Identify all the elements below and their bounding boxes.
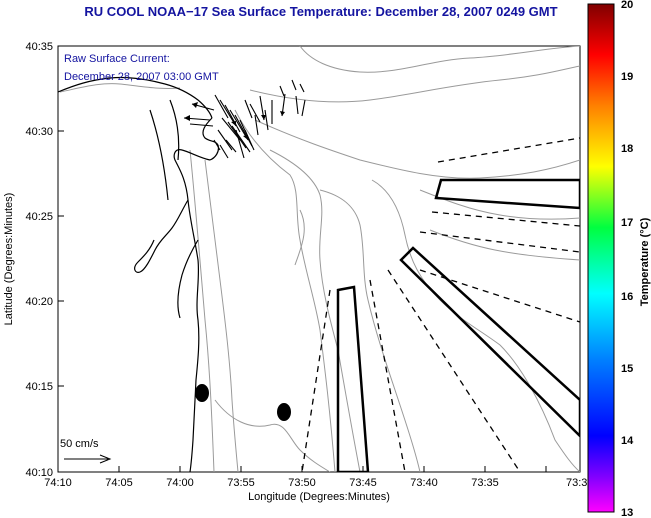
colorbar-tick-label: 20 <box>621 0 633 11</box>
y-tick-label: 40:30 <box>25 126 53 138</box>
x-tick-label: 73:50 <box>288 477 316 489</box>
buoy-marker-east <box>277 403 291 421</box>
colorbar-ticks: 20 19 18 17 16 15 14 13 <box>621 0 634 518</box>
x-tick-label: 74:10 <box>44 477 72 489</box>
y-tick-label: 40:15 <box>25 381 53 393</box>
x-tick-label: 73:40 <box>410 477 438 489</box>
coastline <box>58 76 220 472</box>
colorbar-tick-label: 19 <box>621 71 633 83</box>
scale-arrowhead-icon <box>99 454 112 464</box>
current-label: Raw Surface Current: <box>64 53 170 65</box>
colorbar-tick-label: 13 <box>621 507 633 518</box>
x-tick-label: 73:45 <box>349 477 377 489</box>
buoy-marker-west <box>195 384 209 402</box>
x-axis-label: Longitude (Degrees:Minutes) <box>248 491 390 503</box>
colorbar-tick-label: 15 <box>621 363 633 375</box>
scale-label: 50 cm/s <box>60 438 99 450</box>
x-tick-label: 74:00 <box>166 477 194 489</box>
bathymetry-contours <box>59 46 580 472</box>
x-tick-label: 74:05 <box>105 477 133 489</box>
map-title: RU COOL NOAA−17 Sea Surface Temperature:… <box>84 4 558 19</box>
vector-arrowheads <box>184 102 285 140</box>
colorbar-label: Temperature (°C) <box>639 217 651 306</box>
colorbar-tick-label: 14 <box>621 435 634 447</box>
colorbar-tick-label: 17 <box>621 217 633 229</box>
y-tick-label: 40:20 <box>25 296 53 308</box>
colorbar <box>587 3 615 513</box>
colorbar-tick-label: 18 <box>621 143 633 155</box>
colorbar-tick-label: 16 <box>621 291 633 303</box>
x-axis: 74:10 74:05 74:00 73:55 73:50 73:45 73:4… <box>44 466 587 489</box>
y-tick-label: 40:35 <box>25 41 53 53</box>
y-tick-label: 40:10 <box>25 467 53 479</box>
y-axis-label: Latitude (Degrees:Minutes) <box>3 193 15 326</box>
y-axis: 40:35 40:30 40:25 40:20 40:15 40:10 <box>25 41 64 479</box>
x-tick-label: 73:55 <box>227 477 255 489</box>
plot-frame <box>57 45 581 473</box>
x-tick-label: 73:35 <box>471 477 499 489</box>
current-time: December 28, 2007 03:00 GMT <box>64 71 219 83</box>
transect-lines <box>301 137 580 472</box>
x-tick-label: 73:3 <box>566 477 587 489</box>
y-tick-label: 40:25 <box>25 211 53 223</box>
sampling-boxes <box>336 178 580 472</box>
